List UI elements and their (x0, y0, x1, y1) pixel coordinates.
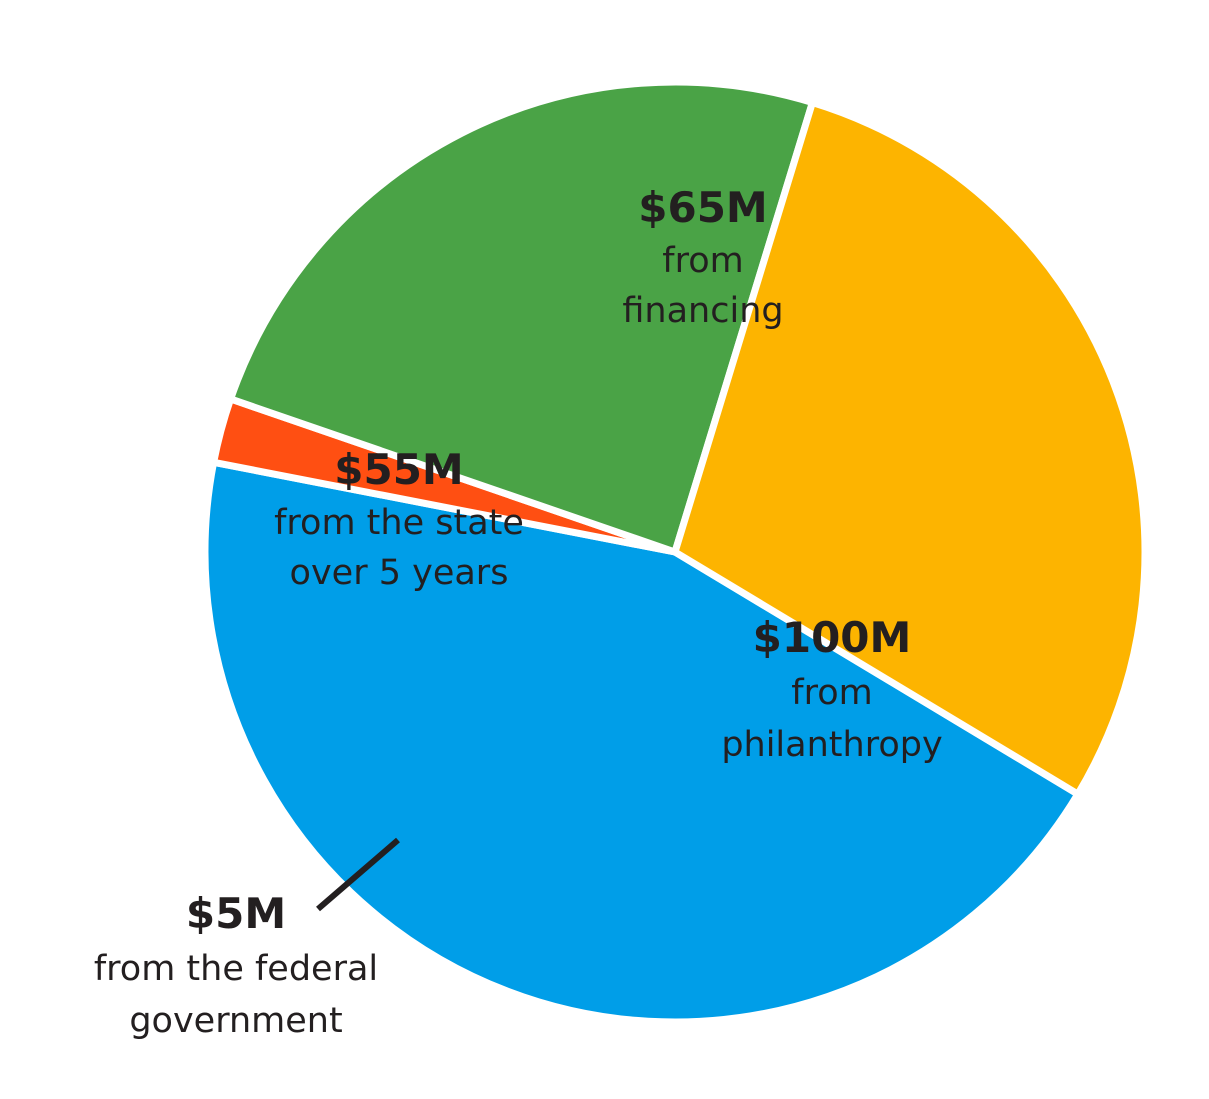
slice-amount-financing: $65M (638, 183, 767, 232)
slice-desc-line: over 5 years (290, 553, 509, 593)
slice-amount-state: $55M (334, 445, 463, 494)
slice-label-federal: $5M from the federal government (94, 889, 378, 1041)
slice-desc-line: philanthropy (721, 725, 942, 765)
slice-desc-line: from (662, 241, 743, 281)
federal-callout-line (316, 837, 400, 912)
slice-label-state: $55M from the state over 5 years (274, 445, 524, 593)
slice-desc-line: from (791, 673, 872, 713)
slice-desc-line: from the federal (94, 949, 378, 989)
slice-label-financing: $65M from financing (622, 183, 783, 331)
slice-desc-line: from the state (274, 503, 524, 543)
slice-label-philanthropy: $100M from philanthropy (721, 613, 942, 765)
pie-slice-financing (671, 99, 1149, 798)
pie-slice-philanthropy (201, 458, 1082, 1026)
pie-labels: $100M from philanthropy $5M from the federal… (94, 183, 943, 1041)
slice-desc-line: financing (622, 291, 783, 331)
pie-slice-state (227, 78, 816, 556)
slice-amount-federal: $5M (186, 889, 286, 938)
slice-desc-line: government (129, 1001, 342, 1041)
pie-slices (201, 78, 1149, 1026)
slice-amount-philanthropy: $100M (753, 613, 912, 662)
